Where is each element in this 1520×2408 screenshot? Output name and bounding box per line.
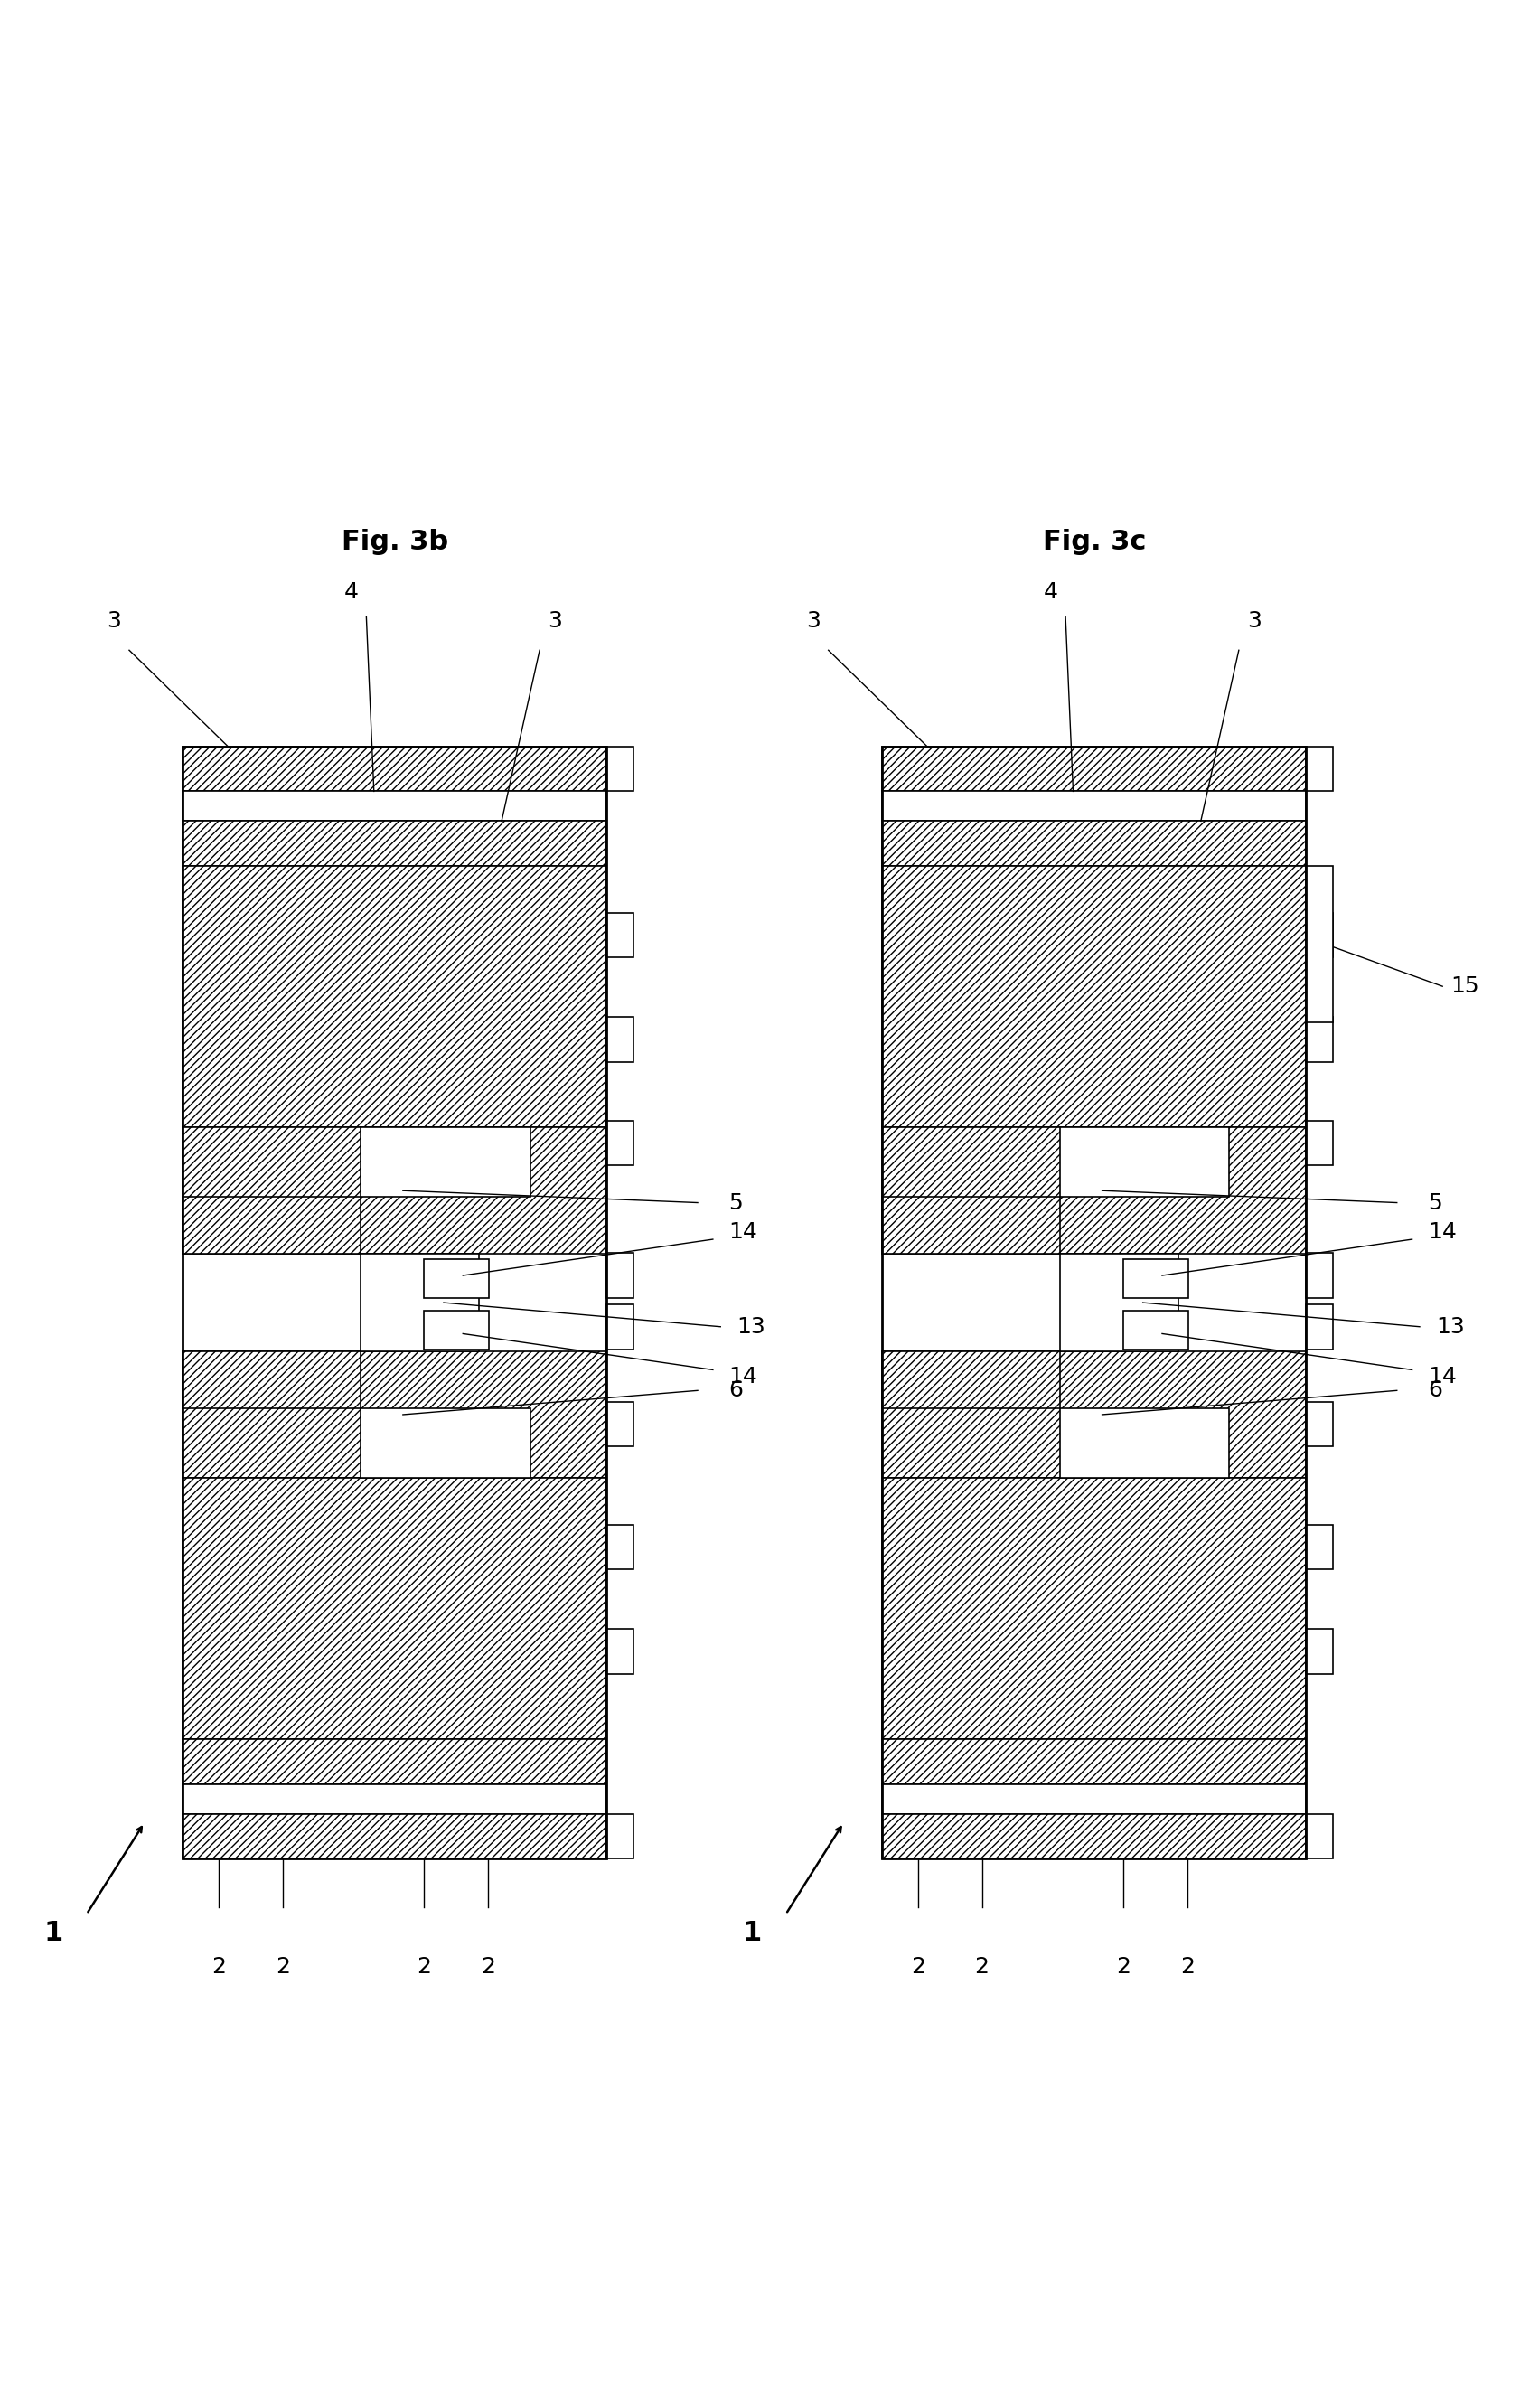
Bar — [882, 746, 1306, 792]
Bar — [182, 821, 606, 867]
Text: 3: 3 — [106, 609, 122, 633]
Bar — [606, 1630, 634, 1674]
Bar — [1306, 1305, 1333, 1348]
Bar — [182, 1479, 606, 1739]
Bar — [1059, 1409, 1230, 1479]
Text: Fig. 3b: Fig. 3b — [342, 530, 448, 554]
Bar — [1059, 1255, 1178, 1351]
Text: 2: 2 — [1180, 1955, 1195, 1977]
Bar — [1306, 867, 1333, 1023]
Bar — [1123, 1259, 1189, 1298]
Text: 1: 1 — [44, 1919, 62, 1946]
Bar — [606, 746, 634, 792]
Text: 5: 5 — [1427, 1192, 1442, 1214]
Bar — [606, 1016, 634, 1062]
Bar — [182, 1813, 606, 1859]
Bar — [1306, 1630, 1333, 1674]
Text: 6: 6 — [728, 1380, 743, 1401]
Bar — [1306, 1813, 1333, 1859]
Bar — [1123, 1310, 1189, 1348]
Text: 4: 4 — [344, 580, 359, 604]
Bar — [424, 1310, 489, 1348]
Bar — [882, 1197, 1059, 1255]
Bar — [882, 746, 1306, 1859]
Text: 14: 14 — [1429, 1365, 1456, 1387]
Bar — [606, 1524, 634, 1570]
Bar — [1059, 1127, 1230, 1197]
Text: 2: 2 — [1116, 1955, 1131, 1977]
Bar — [882, 1784, 1306, 1813]
Bar — [182, 1739, 606, 1784]
Text: 2: 2 — [480, 1955, 496, 1977]
Text: 13: 13 — [1436, 1315, 1464, 1336]
Bar — [606, 1252, 634, 1298]
Bar — [182, 867, 606, 1127]
Text: 6: 6 — [1427, 1380, 1442, 1401]
Bar — [182, 1784, 606, 1813]
Bar — [606, 1305, 634, 1348]
Bar — [360, 1255, 479, 1351]
Bar — [882, 821, 1306, 867]
Text: Fig. 3c: Fig. 3c — [1043, 530, 1146, 554]
Text: 4: 4 — [1043, 580, 1058, 604]
Text: 2: 2 — [910, 1955, 926, 1977]
Bar — [182, 746, 606, 1859]
Bar — [882, 1479, 1306, 1739]
Text: 2: 2 — [974, 1955, 990, 1977]
Bar — [1306, 913, 1333, 958]
Bar — [606, 913, 634, 958]
Text: 2: 2 — [211, 1955, 226, 1977]
Bar — [1306, 1252, 1333, 1298]
Bar — [882, 1739, 1306, 1784]
Bar — [360, 1127, 530, 1197]
Bar — [1306, 1401, 1333, 1447]
Bar — [882, 1351, 1059, 1409]
Bar — [1306, 1016, 1333, 1062]
Bar — [606, 1120, 634, 1165]
Bar — [182, 1351, 360, 1409]
Text: 2: 2 — [275, 1955, 290, 1977]
Text: 3: 3 — [547, 609, 562, 633]
Bar — [182, 792, 606, 821]
Bar — [882, 792, 1306, 821]
Text: 14: 14 — [730, 1365, 757, 1387]
Bar — [606, 1401, 634, 1447]
Text: 1: 1 — [743, 1919, 762, 1946]
Text: 2: 2 — [416, 1955, 432, 1977]
Bar — [882, 867, 1306, 1127]
Bar — [882, 1813, 1306, 1859]
Bar — [1306, 1524, 1333, 1570]
Text: 3: 3 — [806, 609, 821, 633]
Bar — [182, 1127, 606, 1255]
Bar — [882, 1351, 1306, 1479]
Bar — [424, 1259, 489, 1298]
Bar — [182, 746, 606, 792]
Bar — [182, 1197, 360, 1255]
Bar — [1306, 746, 1333, 792]
Bar — [882, 1127, 1306, 1255]
Text: 5: 5 — [728, 1192, 743, 1214]
Bar — [1306, 1120, 1333, 1165]
Bar — [606, 1813, 634, 1859]
Text: 15: 15 — [1452, 975, 1479, 997]
Text: 14: 14 — [1429, 1221, 1456, 1243]
Bar — [360, 1409, 530, 1479]
Text: 3: 3 — [1246, 609, 1262, 633]
Text: 13: 13 — [737, 1315, 765, 1336]
Text: 14: 14 — [730, 1221, 757, 1243]
Bar — [182, 1351, 606, 1479]
